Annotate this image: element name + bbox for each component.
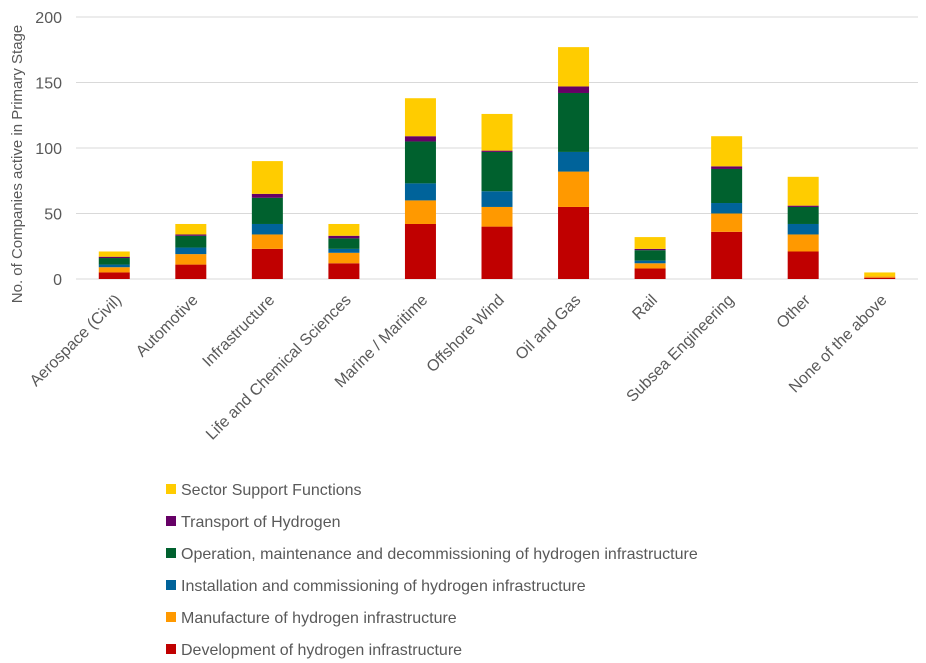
x-axis-categories: Aerospace (Civil) AutomotiveInfrastructur… [27,291,891,443]
y-axis-ticks: 0 50 100 150 200 [35,10,62,289]
bar-segment [328,252,360,264]
bar-segment [175,234,207,236]
bar-segment [711,213,743,232]
x-category-label: Oil and Gas [513,292,585,364]
bar-segment [864,272,896,277]
bar-segment [481,113,513,151]
bar-segment [787,176,819,206]
bar-segment [558,47,590,87]
bar-segment [404,200,436,224]
bar-segment [558,171,590,207]
bar-segment [634,237,666,249]
bar-segment [558,151,590,172]
x-category-label: Automotive [133,292,202,361]
y-axis-title: No. of Companies active in Primary Stage [9,25,26,303]
bar-segment [404,141,436,184]
bar-segment [175,223,207,235]
bar-segment [634,250,666,261]
bar-segment [98,264,130,268]
x-category-label: Offshore Wind [424,292,508,376]
bar-segment [481,151,513,192]
bar-segment [481,206,513,227]
bar-segment [98,267,130,273]
bar-segment [787,234,819,252]
y-tick-label: 100 [35,141,62,158]
bar-segment [251,223,283,235]
bar-segment [328,235,360,239]
bar-segment [328,238,360,249]
legend-swatch [166,612,176,622]
y-tick-label: 200 [35,10,62,27]
bar-segment [481,150,513,152]
legend-swatch [166,548,176,558]
bar-segment [787,251,819,279]
bar-segment [175,254,207,265]
bar-segment [864,277,896,279]
legend-swatch [166,516,176,526]
bar-segment [404,183,436,201]
bar-segment [251,193,283,198]
x-category-label: Aerospace (Civil) [27,292,125,390]
y-tick-label: 50 [44,207,62,224]
bar-segment [711,168,743,204]
legend-swatch [166,580,176,590]
bar-segment [634,268,666,279]
bar-segment [481,191,513,207]
bar-segment [711,136,743,167]
y-tick-label: 0 [53,272,62,289]
bar-segment [481,226,513,279]
legend-label: Manufacture of hydrogen infrastructure [181,610,457,627]
legend-label: Operation, maintenance and decommissioni… [181,546,698,563]
bar-segment [175,247,207,255]
bar-segment [711,203,743,214]
bar-segment [711,231,743,279]
legend-label: Installation and commissioning of hydrog… [181,578,586,595]
y-tick-label: 150 [35,76,62,93]
legend-swatch [166,484,176,494]
legend-label: Development of hydrogen infrastructure [181,642,462,659]
bar-segment [787,223,819,235]
bar-segment [251,248,283,279]
legend-label: Transport of Hydrogen [181,514,340,531]
bar-segment [251,161,283,194]
bar-segment [98,258,130,265]
bars [98,47,896,279]
bar-segment [864,276,896,278]
legend-swatch [166,644,176,654]
bar-segment [404,136,436,142]
x-category-label: Other [774,291,815,332]
x-category-label: Rail [629,292,661,324]
bar-segment [404,98,436,137]
bar-segment [711,166,743,169]
bar-segment [634,263,666,269]
bar-segment [175,235,207,248]
bar-segment [787,206,819,224]
bar-segment [404,223,436,279]
bar-segment [251,234,283,249]
bar-segment [558,92,590,152]
bar-segment [98,272,130,279]
bar-segment [558,206,590,279]
bar-segment [634,260,666,264]
bar-segment [328,223,360,236]
bar-segment [98,251,130,257]
bar-segment [251,197,283,224]
bar-segment [634,248,666,251]
bar-segment [98,256,130,259]
bar-segment [787,205,819,207]
legend: Sector Support Functions Transport of Hyd… [166,482,698,659]
legend-label: Sector Support Functions [181,482,362,499]
x-category-label: Infrastructure [200,292,279,371]
bar-segment [328,248,360,253]
x-category-label: Life and Chemical Sciences [203,292,355,444]
bar-segment [328,263,360,279]
bar-segment [558,86,590,93]
bar-segment [175,264,207,279]
